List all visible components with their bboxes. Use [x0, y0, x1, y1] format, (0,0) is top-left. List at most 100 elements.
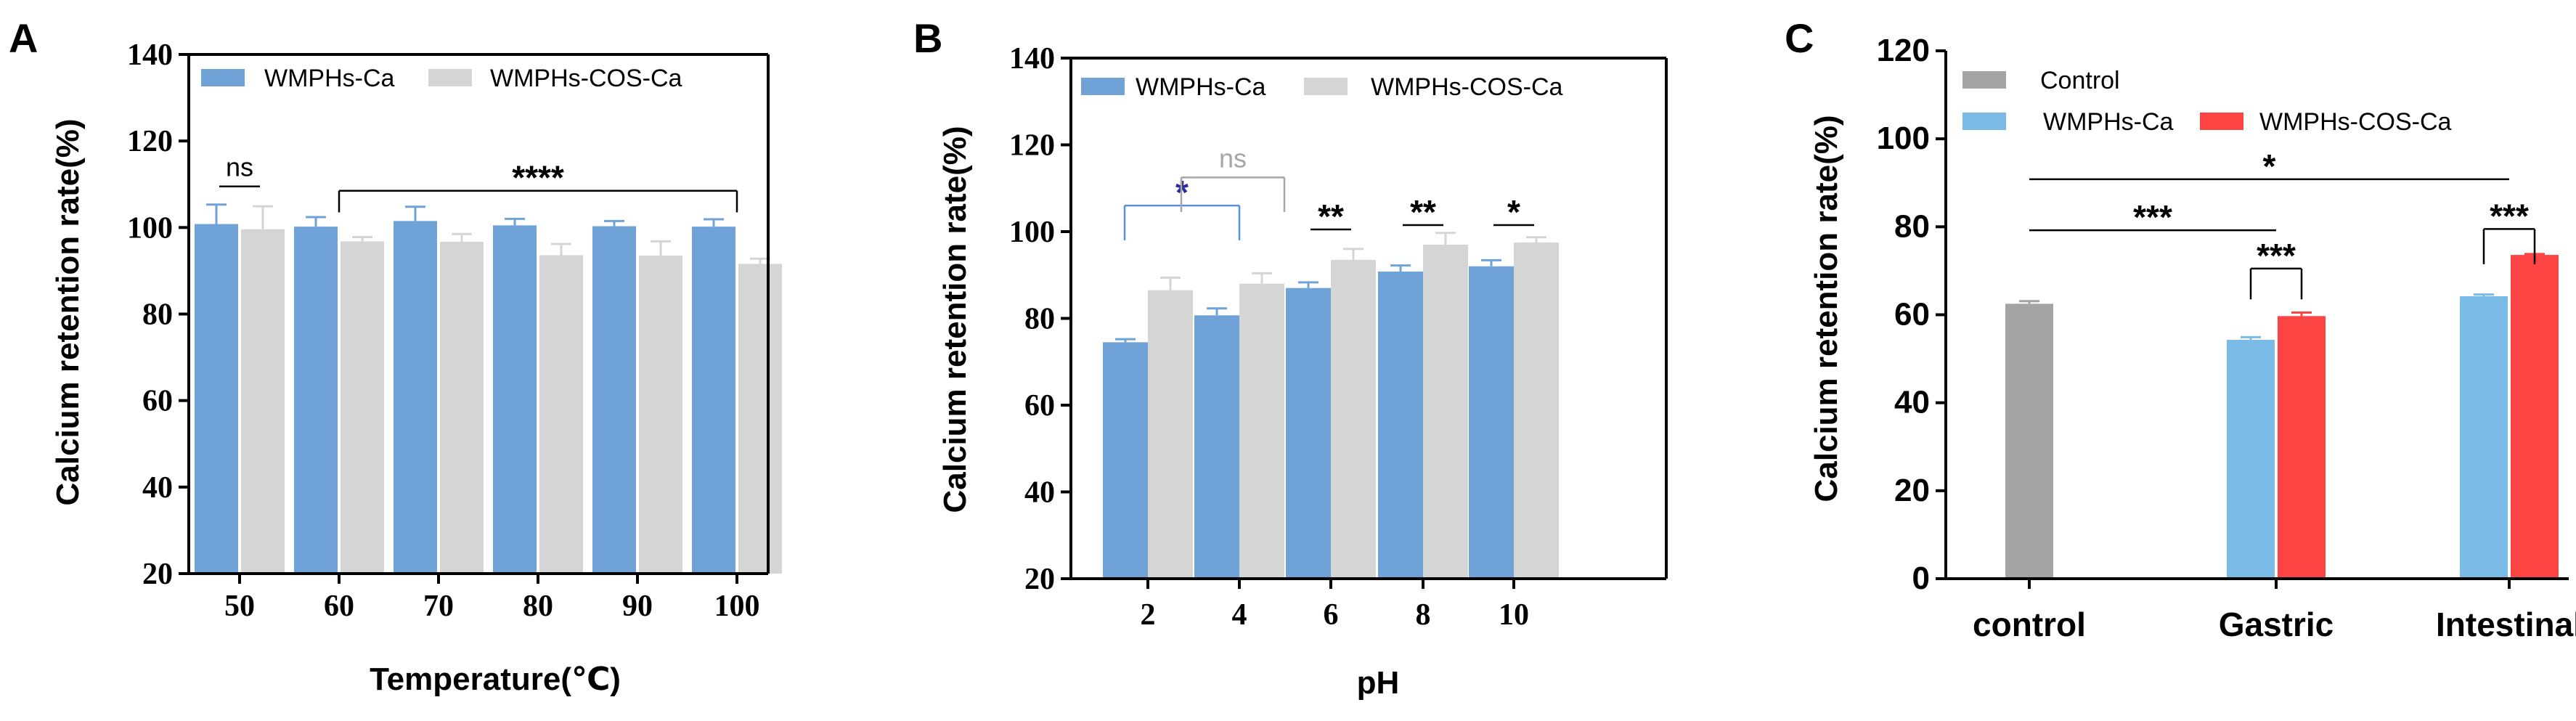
legend-label-wmphs-ca: WMPHs-Ca [2043, 108, 2174, 136]
y-tick-label-p2-3: 60 [1894, 297, 1930, 333]
bar-p1-s1-c1 [1239, 283, 1284, 579]
bar-p0-s0-c5 [692, 227, 735, 574]
bar-p1-s0-c3 [1378, 271, 1423, 579]
x-tick-label-p1-3: 8 [1416, 598, 1431, 632]
y-axis-label-b: Calcium retention rate(%) [937, 126, 973, 513]
y-tick-label-p2-1: 20 [1894, 473, 1930, 508]
x-tick-label-p0-3: 80 [523, 590, 553, 623]
x-tick-label-p0-1: 60 [324, 590, 354, 623]
bar-p0-s0-c2 [394, 221, 437, 574]
x-tick-label-p1-2: 6 [1324, 598, 1339, 632]
legend-swatch-wmphs-cos-ca [2200, 113, 2243, 130]
y-tick-label-p2-0: 0 [1912, 561, 1930, 596]
y-tick-label-p0-5: 120 [127, 125, 173, 158]
x-tick-label-p1-1: 4 [1232, 598, 1247, 632]
bar-p2-s2-c1 [2278, 316, 2326, 579]
y-tick-label-p2-4: 80 [1894, 208, 1930, 244]
sig-label-p0-1: **** [512, 159, 564, 197]
panel-label-b: B [913, 15, 942, 61]
y-tick-label-p2-2: 40 [1894, 385, 1930, 420]
sig-label-p1-4: * [1507, 193, 1520, 231]
x-tick-label-p2-1: Gastric [2219, 606, 2334, 643]
legend-label-wmphs-cos-ca: WMPHs-COS-Ca [490, 65, 682, 92]
sig-label-p2-3: *** [2490, 197, 2529, 235]
bar-p1-s0-c0 [1103, 342, 1148, 579]
bar-p1-s0-c2 [1286, 288, 1331, 579]
bar-p2-s2-c2 [2511, 255, 2559, 579]
x-tick-label-p0-5: 100 [714, 590, 760, 623]
bar-p0-s0-c4 [592, 226, 636, 574]
y-tick-label-p0-0: 20 [142, 558, 173, 591]
legend-swatch-wmphs-ca [201, 69, 245, 86]
y-tick-label-p1-3: 80 [1024, 303, 1055, 336]
legend-a: WMPHs-Ca WMPHs-COS-Ca [201, 65, 682, 92]
legend-swatch-wmphs-cos-ca [428, 69, 472, 86]
y-tick-label-p0-6: 140 [127, 38, 173, 72]
bar-p1-s1-c4 [1514, 242, 1559, 579]
legend-swatch-wmphs-cos-ca [1304, 78, 1348, 95]
sig-label-p1-2: ** [1318, 197, 1344, 235]
bar-p1-s1-c3 [1423, 244, 1468, 579]
sig-label-p1-1: ns [1219, 143, 1247, 173]
sig-label-p0-0: ns [226, 152, 253, 182]
bar-p2-s1-c1 [2227, 340, 2275, 579]
panel-a: A Calcium retention rate(%) Temperature(… [9, 15, 782, 697]
plot-area-a: 20 40 60 80 100 120 140 50 60 70 80 90 100 ns **** [127, 38, 782, 623]
legend-label-control: Control [2040, 67, 2120, 94]
y-axis-label-a: Calcium retention rate(%) [50, 119, 86, 506]
bar-p1-s1-c2 [1331, 259, 1376, 579]
bar-p1-s0-c4 [1469, 266, 1514, 579]
legend-b: WMPHs-Ca WMPHs-COS-Ca [1081, 73, 1563, 101]
bar-p2-s0-c0 [2005, 304, 2053, 579]
y-tick-label-p1-1: 40 [1024, 476, 1055, 510]
y-tick-label-p0-3: 80 [142, 298, 173, 332]
legend-swatch-wmphs-ca [1962, 113, 2006, 130]
bar-p0-s1-c1 [341, 241, 384, 574]
y-tick-label-p1-5: 120 [1009, 129, 1055, 163]
sig-label-p2-1: *** [2133, 198, 2172, 236]
bar-p0-s1-c3 [539, 255, 583, 574]
bar-p0-s1-c2 [440, 241, 484, 574]
x-tick-label-p2-2: Intestinal [2436, 606, 2576, 643]
sig-label-p1-3: ** [1410, 193, 1436, 231]
legend-swatch-wmphs-ca [1081, 78, 1125, 95]
y-tick-label-p0-1: 40 [142, 471, 173, 505]
bar-p1-s1-c0 [1148, 290, 1193, 579]
x-tick-label-p0-2: 70 [423, 590, 454, 623]
x-tick-label-p2-0: control [1973, 606, 2086, 643]
legend-c: Control WMPHs-Ca WMPHs-COS-Ca [1962, 67, 2452, 136]
bar-p1-s0-c1 [1194, 315, 1239, 579]
panel-b: B Calcium retention rate(%) pH WMPHs-Ca … [913, 15, 1668, 701]
y-tick-label-p0-2: 60 [142, 385, 173, 418]
y-tick-label-p1-6: 140 [1009, 42, 1055, 76]
y-tick-label-p0-4: 100 [127, 211, 173, 245]
sig-label-p2-0: * [2263, 147, 2276, 185]
y-tick-label-p2-6: 120 [1877, 33, 1930, 68]
legend-label-wmphs-cos-ca: WMPHs-COS-Ca [2259, 108, 2452, 136]
bar-p2-s1-c2 [2460, 296, 2508, 579]
bar-p0-s1-c0 [241, 229, 285, 574]
bar-p0-s0-c0 [195, 224, 238, 574]
y-tick-label-p1-0: 20 [1024, 563, 1055, 596]
panel-c: C Calcium retention rate(%) Control WMPH… [1785, 15, 2576, 643]
y-tick-label-p2-5: 100 [1877, 121, 1930, 156]
x-tick-label-p1-0: 2 [1141, 598, 1156, 632]
sig-label-p2-2: *** [2257, 237, 2296, 274]
x-tick-label-p0-0: 50 [224, 590, 255, 623]
bar-p0-s1-c4 [639, 256, 682, 574]
bar-p0-s0-c1 [294, 227, 338, 574]
x-axis-label-b: pH [1357, 665, 1400, 701]
legend-swatch-control [1962, 71, 2006, 89]
y-tick-label-p1-4: 100 [1009, 216, 1055, 249]
x-axis-label-a: Temperature(℃) [370, 661, 621, 697]
panel-label-c: C [1785, 15, 1814, 61]
legend-label-wmphs-ca: WMPHs-Ca [264, 65, 395, 92]
bar-p0-s1-c5 [738, 264, 782, 574]
legend-label-wmphs-ca: WMPHs-Ca [1136, 73, 1266, 101]
x-tick-label-p1-4: 10 [1499, 598, 1529, 632]
legend-label-wmphs-cos-ca: WMPHs-COS-Ca [1371, 73, 1563, 101]
bar-p0-s0-c3 [493, 225, 537, 574]
y-tick-label-p1-2: 60 [1024, 389, 1055, 423]
